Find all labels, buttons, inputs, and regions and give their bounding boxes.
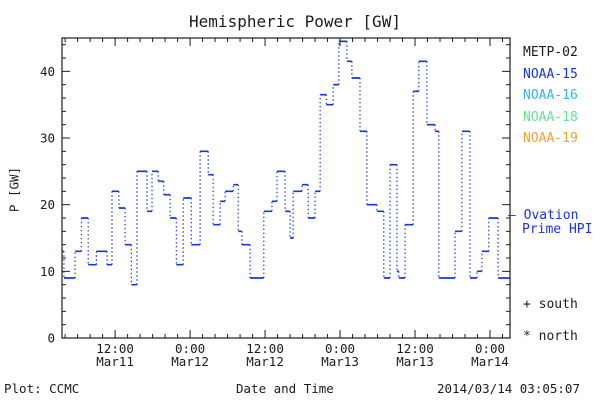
legend-item-ovation-prime-hpi: — Ovation Prime HPI <box>508 209 592 236</box>
plot-frame <box>61 37 511 339</box>
x-tick-label-time: 0:00 <box>475 341 505 356</box>
x-tick-label-time: 12:00 <box>396 341 434 356</box>
y-tick-label: 20 <box>40 197 55 212</box>
plot-timestamp: 2014/03/14 03:05:07 <box>437 381 580 396</box>
legend-item-noaa15: NOAA-15 <box>523 66 578 82</box>
x-tick-label-date: Mar12 <box>171 354 209 369</box>
x-tick-label-time: 12:00 <box>96 341 134 356</box>
ovation-label-line1: Ovation <box>523 208 579 223</box>
x-tick-label-date: Mar12 <box>246 354 284 369</box>
x-tick-label-time: 0:00 <box>325 341 355 356</box>
y-axis-label: P [GW] <box>6 166 22 213</box>
ovation-label-line2: Prime HPI <box>522 222 593 237</box>
legend-marker-south: + south <box>523 297 578 312</box>
plus-marker-icon: + <box>523 297 531 312</box>
legend-item-metp02: METP-02 <box>523 45 578 60</box>
y-tick-label: 0 <box>47 331 55 346</box>
y-tick-label: 40 <box>40 64 55 79</box>
legend-item-noaa19: NOAA-19 <box>523 131 578 146</box>
legend-item-noaa16: NOAA-16 <box>523 88 578 103</box>
x-tick-label-date: Mar13 <box>321 354 359 369</box>
x-axis-label: Date and Time <box>236 381 334 396</box>
ovation-hpi-step-connectors <box>63 41 499 285</box>
x-tick-label-date: Mar11 <box>96 354 134 369</box>
ovation-hpi-step-curve <box>62 40 510 286</box>
legend-marker-north: * north <box>523 329 578 344</box>
x-tick-label-date: Mar13 <box>396 354 434 369</box>
x-tick-label-time: 12:00 <box>246 341 284 356</box>
page-title: Hemispheric Power [GW] <box>189 12 401 31</box>
x-tick-label-date: Mar14 <box>471 354 509 369</box>
legend-item-noaa18: NOAA-18 <box>523 109 578 125</box>
y-tick-label: 10 <box>40 264 55 279</box>
south-marker-label: south <box>538 297 578 312</box>
plot-source-label: Plot: CCMC <box>4 381 80 396</box>
ovation-line-sample: — <box>508 208 516 223</box>
y-tick-label: 30 <box>40 131 55 146</box>
asterisk-marker-icon: * <box>523 329 531 344</box>
north-marker-label: north <box>538 329 578 344</box>
x-tick-label-time: 0:00 <box>175 341 205 356</box>
